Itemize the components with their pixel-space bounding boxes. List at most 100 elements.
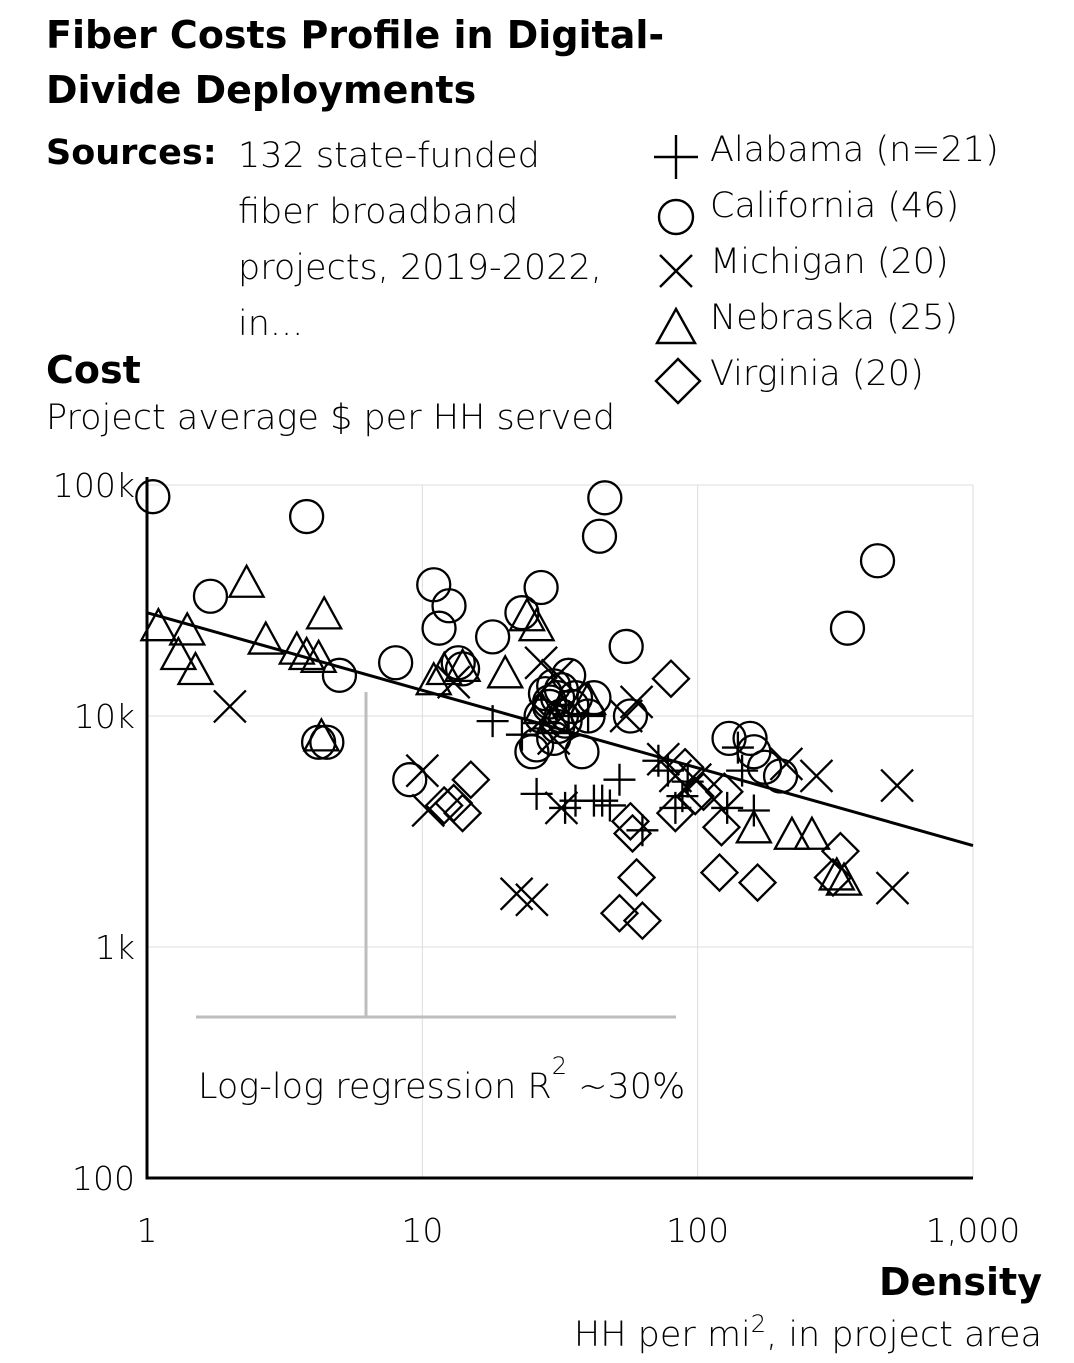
data-point-circle <box>587 480 623 516</box>
y-tick-label: 100 <box>72 1159 135 1198</box>
data-point-diamond <box>442 793 483 833</box>
data-point-x <box>875 871 910 905</box>
data-point-triangle <box>773 815 811 850</box>
data-point-x <box>540 658 575 693</box>
data-point-triangle <box>817 856 856 891</box>
data-point-diamond <box>610 801 651 841</box>
data-point-triangle <box>302 716 341 752</box>
sources-line: 132 state-funded <box>238 136 540 176</box>
sources-label: Sources: <box>46 133 217 173</box>
x-subtitle-rest: , in project area <box>766 1315 1042 1355</box>
data-point-diamond <box>599 893 640 933</box>
legend-label: Michigan (20) <box>710 242 949 282</box>
data-point-triangle <box>139 606 178 642</box>
annotation-text: Log-log regression R <box>198 1067 552 1107</box>
data-point-x <box>609 699 643 733</box>
data-point-circle <box>736 734 772 770</box>
data-point-triangle <box>443 647 482 682</box>
data-point-triangle <box>287 635 326 671</box>
data-point-plus <box>666 780 699 813</box>
data-point-triangle <box>168 611 207 646</box>
data-point-circle <box>531 684 568 720</box>
data-point-plus <box>726 754 759 787</box>
data-point-plus <box>642 744 675 777</box>
diamond-marker-icon <box>654 357 702 405</box>
data-point-circle <box>608 628 644 665</box>
data-point-x <box>436 665 471 700</box>
data-point-diamond <box>451 760 491 800</box>
data-point-triangle <box>734 808 773 844</box>
data-point-circle <box>518 727 555 763</box>
legend-label: Alabama (n=21) <box>710 130 999 170</box>
data-point-diamond <box>699 852 740 893</box>
series-diamond <box>424 659 861 941</box>
data-point-triangle <box>508 596 546 632</box>
data-point-diamond <box>651 659 691 699</box>
axes <box>145 477 973 1180</box>
data-point-circle <box>829 610 866 646</box>
x-axis-subtitle: HH per mi2, in project area <box>574 1310 1042 1355</box>
y-tick-label: 100k <box>53 466 135 505</box>
data-point-circle <box>859 543 896 579</box>
data-point-triangle <box>246 620 285 655</box>
sources-line: fiber broadband <box>238 192 519 232</box>
data-point-circle <box>321 657 358 693</box>
data-point-circle <box>192 578 229 614</box>
data-point-circle <box>135 479 171 515</box>
annotation-bracket <box>196 692 676 1019</box>
x-subtitle-superscript: 2 <box>750 1310 767 1338</box>
data-point-circle <box>711 720 747 757</box>
triangle-marker-icon <box>654 306 698 345</box>
tick-labels: 100 1k 10k 100k 1 10 100 1,000 <box>53 466 1020 1250</box>
data-point-circle <box>431 588 467 624</box>
data-point-diamond <box>813 857 853 898</box>
data-point-x <box>880 768 914 803</box>
data-point-x <box>769 747 804 781</box>
data-point-circle <box>444 651 481 687</box>
data-point-x <box>213 689 247 724</box>
sources-line: in... <box>238 304 304 344</box>
data-point-diamond <box>704 772 744 812</box>
annotation-superscript: 2 <box>551 1052 568 1080</box>
data-point-triangle <box>825 861 863 896</box>
data-point-circle <box>564 734 600 770</box>
x-subtitle-text: HH per mi <box>573 1315 751 1355</box>
data-point-triangle <box>569 680 608 716</box>
annotation-value: ~30% <box>567 1067 686 1107</box>
data-point-triangle <box>305 594 344 630</box>
data-point-x <box>799 759 834 793</box>
data-point-circle <box>378 645 414 681</box>
sources-text: 132 state-funded fiber broadband project… <box>238 128 618 352</box>
data-point-triangle <box>159 635 198 671</box>
data-point-plus <box>476 705 509 738</box>
data-point-circle <box>309 724 345 760</box>
data-point-circle <box>581 518 618 554</box>
data-point-diamond <box>701 807 742 847</box>
data-point-diamond <box>683 772 724 812</box>
data-point-triangle <box>534 699 573 735</box>
data-point-triangle <box>414 660 453 696</box>
y-tick-label: 1k <box>95 928 135 967</box>
data-point-circle <box>288 498 325 535</box>
data-point-diamond <box>622 901 663 941</box>
legend-label: Virginia (20) <box>710 354 924 394</box>
data-point-circle <box>543 672 580 708</box>
regression-annotation: Log-log regression R2 ~30% <box>198 1052 685 1107</box>
data-point-circle <box>514 734 550 770</box>
data-point-x <box>619 685 654 719</box>
x-tick-label: 1,000 <box>926 1211 1020 1250</box>
data-point-plus <box>651 754 684 787</box>
plus-marker-icon <box>654 135 698 179</box>
y-axis-title: Cost <box>46 348 141 392</box>
data-point-x <box>515 883 549 917</box>
data-point-diamond <box>737 862 778 903</box>
data-point-circle <box>612 698 649 734</box>
y-tick-label: 10k <box>74 697 135 736</box>
data-point-triangle <box>517 606 556 642</box>
data-point-x <box>544 791 579 825</box>
data-point-x <box>646 742 681 777</box>
chart-title: Fiber Costs Profile in Digital-Divide De… <box>46 13 665 112</box>
data-point-triangle <box>792 815 831 850</box>
x-tick-label: 1 <box>137 1211 158 1250</box>
